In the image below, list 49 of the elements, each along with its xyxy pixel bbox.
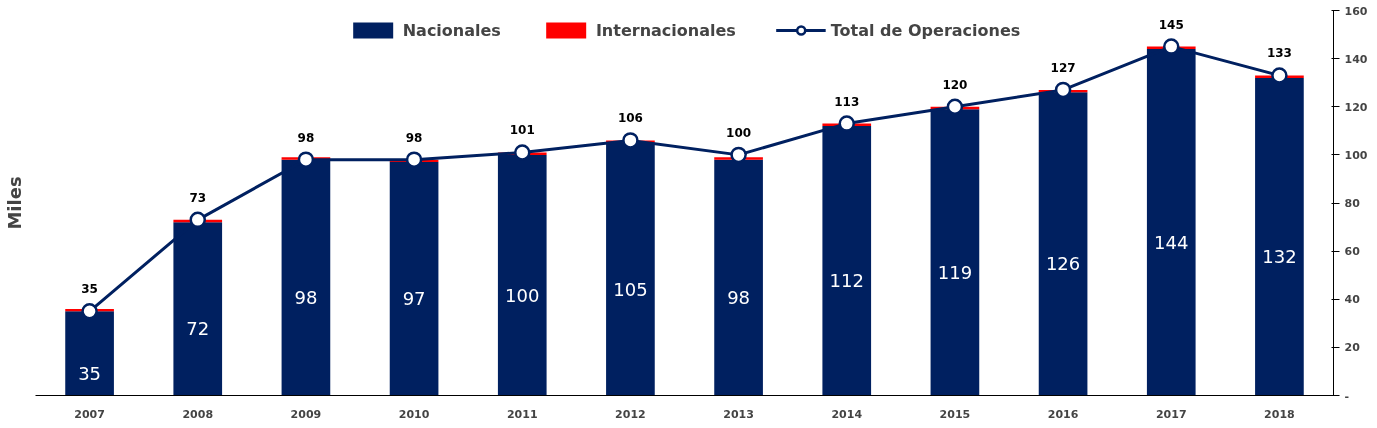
y-tick-label: 60 xyxy=(1344,245,1361,259)
data-label: 101 xyxy=(509,123,535,138)
data-label: 145 xyxy=(1158,17,1184,32)
data-label: 127 xyxy=(1050,60,1076,75)
data-label: 106 xyxy=(617,111,643,126)
y-tick-label: 140 xyxy=(1344,52,1368,66)
x-tick-label: 2009 xyxy=(290,407,322,421)
y-tick-label: 40 xyxy=(1344,293,1361,307)
data-label: 98 xyxy=(727,287,751,309)
y-axis-title: Miles xyxy=(3,176,25,230)
y-tick-label: 20 xyxy=(1344,341,1361,355)
data-label: 132 xyxy=(1262,246,1297,268)
data-label: 98 xyxy=(297,130,315,145)
legend-label: Internacionales xyxy=(595,20,736,40)
data-label: 113 xyxy=(834,94,860,109)
data-label: 120 xyxy=(942,77,968,92)
x-tick-label: 2015 xyxy=(939,407,971,421)
data-label: 72 xyxy=(186,318,210,340)
data-label: 100 xyxy=(726,125,752,140)
x-tick-label: 2007 xyxy=(74,407,105,421)
data-label: 35 xyxy=(81,282,98,297)
data-label: 100 xyxy=(505,284,540,306)
x-tick-label: 2016 xyxy=(1047,407,1079,421)
y-tick-label: 160 xyxy=(1344,4,1368,18)
x-tick-label: 2012 xyxy=(615,407,646,421)
y-tick-label: - xyxy=(1344,389,1350,403)
legend-label: Total de Operaciones xyxy=(830,20,1021,40)
x-tick-label: 2010 xyxy=(398,407,430,421)
data-label: 73 xyxy=(189,190,207,205)
y-tick-label: 100 xyxy=(1344,148,1368,162)
x-tick-label: 2017 xyxy=(1155,407,1187,421)
x-tick-label: 2013 xyxy=(723,407,754,421)
data-label: 105 xyxy=(613,278,648,300)
data-label: 35 xyxy=(78,362,102,384)
y-tick-label: 120 xyxy=(1344,100,1368,114)
legend-label: Nacionales xyxy=(402,20,501,40)
y-tick-label: 80 xyxy=(1344,197,1361,210)
data-label: 112 xyxy=(829,270,864,292)
data-label: 119 xyxy=(937,261,973,283)
x-tick-label: 2018 xyxy=(1264,407,1295,421)
data-label: 97 xyxy=(402,288,426,310)
data-label: 144 xyxy=(1154,231,1189,253)
data-label: 98 xyxy=(405,130,423,145)
data-label: 133 xyxy=(1266,46,1292,61)
data-label: 126 xyxy=(1045,253,1081,275)
x-tick-label: 2008 xyxy=(182,407,214,421)
data-label: 98 xyxy=(294,287,318,309)
x-tick-label: 2011 xyxy=(506,407,538,421)
x-tick-label: 2014 xyxy=(831,407,863,421)
